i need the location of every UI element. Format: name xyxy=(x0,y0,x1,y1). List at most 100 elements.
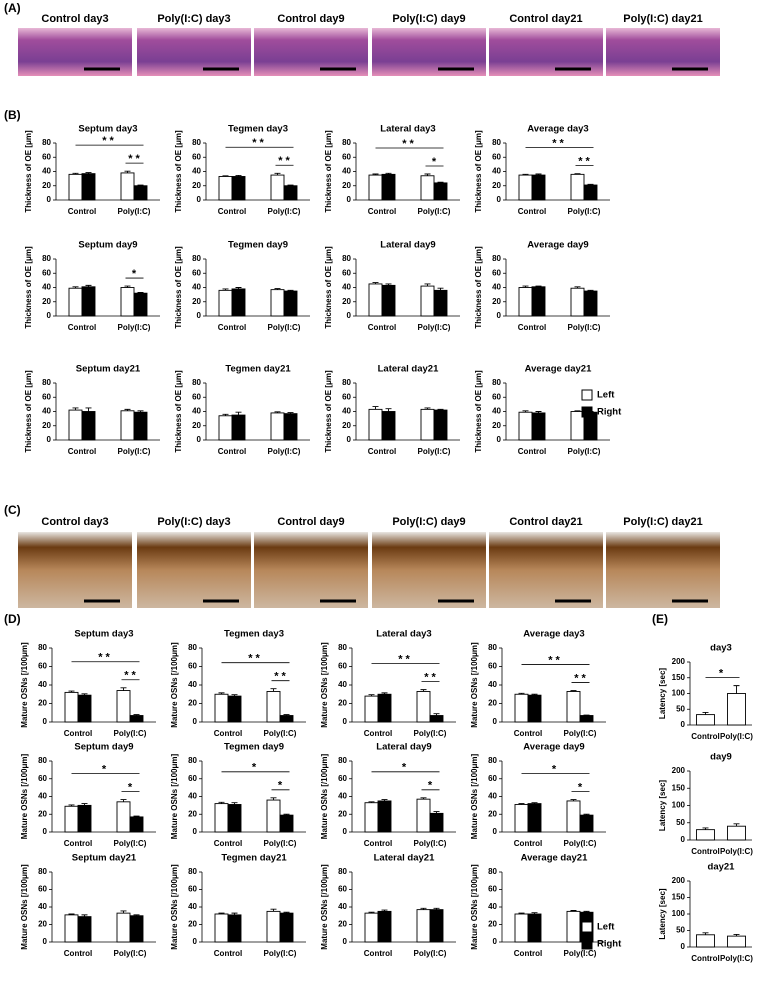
x-tick-label: Poly(I:C) xyxy=(118,207,151,216)
y-tick-label: 80 xyxy=(488,756,497,765)
image-caption: Control day21 xyxy=(509,13,582,25)
y-tick-label: 60 xyxy=(192,392,201,401)
bar xyxy=(270,289,285,317)
y-tick-label: 60 xyxy=(338,885,347,894)
x-tick-label: Poly(I:C) xyxy=(720,847,753,856)
y-tick-label: 80 xyxy=(338,867,347,876)
histology-image xyxy=(254,532,368,608)
error-bar xyxy=(235,411,242,416)
chart-title: Average day21 xyxy=(525,364,592,375)
chart-title: Tegmen day3 xyxy=(228,124,288,135)
y-tick-label: 100 xyxy=(672,689,686,698)
y-tick-label: 80 xyxy=(342,138,351,147)
y-tick-label: 60 xyxy=(492,392,501,401)
legend-swatch xyxy=(581,938,593,950)
y-tick-label: 20 xyxy=(492,421,501,430)
bar xyxy=(570,287,585,317)
y-tick-label: 200 xyxy=(672,766,686,775)
bar xyxy=(116,912,131,943)
bar xyxy=(566,691,581,723)
bar xyxy=(77,916,92,943)
error-bar xyxy=(81,693,88,696)
bar xyxy=(266,910,281,943)
significance-label: * * xyxy=(548,654,560,666)
error-bar xyxy=(120,799,127,802)
error-bar xyxy=(124,170,131,173)
significance-label: * * xyxy=(274,671,286,683)
y-axis-label: Mature OSNs [/100μm] xyxy=(170,753,179,839)
bar xyxy=(231,176,246,201)
significance-label: * xyxy=(102,764,107,776)
error-bar xyxy=(420,689,427,692)
bar xyxy=(531,412,546,441)
chart-title: Average day21 xyxy=(521,853,588,864)
chart-title: Septum day3 xyxy=(74,629,133,640)
bar xyxy=(727,935,746,948)
y-axis-label: Mature OSNs [/100μm] xyxy=(320,642,329,728)
error-bar xyxy=(385,172,392,175)
significance-label: * * xyxy=(402,138,414,150)
error-bar xyxy=(72,286,79,289)
y-tick-label: 0 xyxy=(197,435,202,444)
error-bar xyxy=(424,283,431,287)
error-bar xyxy=(424,173,431,176)
error-bar xyxy=(218,912,225,914)
y-tick-label: 0 xyxy=(497,195,502,204)
y-axis-label: Mature OSNs [/100μm] xyxy=(170,864,179,950)
chart-title: Average day3 xyxy=(523,629,584,640)
y-tick-label: 80 xyxy=(488,643,497,652)
error-bar xyxy=(274,288,281,290)
bar xyxy=(416,798,431,833)
y-tick-label: 60 xyxy=(38,885,47,894)
bar xyxy=(433,409,448,441)
y-tick-label: 20 xyxy=(492,181,501,190)
bar xyxy=(227,695,242,723)
y-tick-label: 20 xyxy=(38,809,47,818)
bar xyxy=(429,812,444,833)
y-tick-label: 20 xyxy=(338,809,347,818)
y-tick-label: 150 xyxy=(672,893,686,902)
x-tick-label: Poly(I:C) xyxy=(114,949,147,958)
y-tick-label: 40 xyxy=(192,407,201,416)
bar xyxy=(283,185,298,201)
legend-swatch xyxy=(581,389,593,401)
y-tick-label: 20 xyxy=(192,181,201,190)
x-tick-label: Control xyxy=(368,207,396,216)
error-bar xyxy=(124,285,131,288)
error-bar xyxy=(235,174,242,177)
bar xyxy=(270,174,285,201)
bar xyxy=(214,803,229,833)
error-bar xyxy=(124,408,131,411)
y-tick-label: 0 xyxy=(493,827,498,836)
y-tick-label: 0 xyxy=(493,717,498,726)
x-tick-label: Poly(I:C) xyxy=(264,949,297,958)
y-tick-label: 80 xyxy=(488,867,497,876)
x-tick-label: Control xyxy=(218,447,246,456)
error-bar xyxy=(218,692,225,695)
x-tick-label: Control xyxy=(218,207,246,216)
error-bar xyxy=(385,408,392,412)
y-tick-label: 20 xyxy=(492,297,501,306)
bar xyxy=(727,825,746,841)
error-bar xyxy=(587,183,594,186)
bar xyxy=(214,913,229,943)
error-bar xyxy=(583,910,590,913)
bar xyxy=(518,287,533,317)
y-axis-label: Mature OSNs [/100μm] xyxy=(170,642,179,728)
y-tick-label: 40 xyxy=(342,167,351,176)
y-tick-label: 80 xyxy=(338,756,347,765)
x-tick-label: Control xyxy=(64,949,92,958)
panel-label: (E) xyxy=(652,612,668,626)
y-tick-label: 80 xyxy=(192,138,201,147)
bar xyxy=(368,174,383,201)
error-bar xyxy=(85,284,92,287)
significance-label: * * xyxy=(278,155,290,167)
bar xyxy=(583,290,598,317)
bar xyxy=(364,802,379,833)
panel-label: (A) xyxy=(4,1,21,15)
y-tick-label: 50 xyxy=(676,926,685,935)
chart-title: Average day9 xyxy=(527,240,588,251)
x-tick-label: Poly(I:C) xyxy=(418,207,451,216)
y-axis-label: Thickness of OE [μm] xyxy=(324,130,333,213)
y-tick-label: 20 xyxy=(38,920,47,929)
